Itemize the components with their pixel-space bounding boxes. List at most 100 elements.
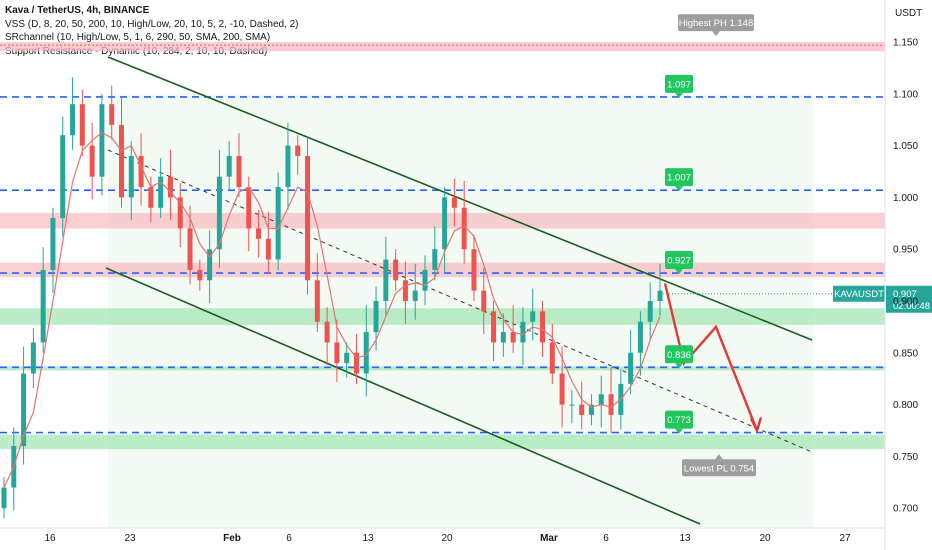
candle-body bbox=[451, 197, 457, 208]
moving-average-line bbox=[3, 131, 661, 488]
level-tag-pointer bbox=[675, 186, 683, 192]
candle-body bbox=[491, 311, 497, 343]
candle-body bbox=[588, 404, 594, 415]
candle-body bbox=[500, 332, 506, 343]
candle-body bbox=[265, 238, 271, 260]
support-zone bbox=[0, 308, 885, 325]
candle-body bbox=[148, 187, 154, 208]
price-tick-label: 1.100 bbox=[893, 89, 918, 100]
price-tick-label: 0.700 bbox=[893, 504, 918, 515]
candle-body bbox=[540, 311, 546, 343]
projection-arrowhead bbox=[749, 417, 763, 434]
candle-body bbox=[393, 259, 399, 281]
price-tick-label: 0.750 bbox=[893, 452, 918, 463]
symbol-tag-label: KAVAUSDT bbox=[834, 289, 884, 300]
support-zone bbox=[0, 434, 885, 450]
legend-indicator-vss[interactable]: VSS (D, 8, 20, 50, 200, 10, High/Low, 20… bbox=[5, 18, 299, 30]
candle-body bbox=[99, 104, 105, 177]
symbol-tag-box bbox=[833, 285, 885, 302]
candle-body bbox=[608, 394, 614, 415]
candle-body bbox=[246, 187, 252, 229]
highest-pivot-tag-pointer bbox=[712, 31, 720, 37]
level-tag-label: 1.097 bbox=[667, 79, 691, 90]
candle-body bbox=[40, 269, 46, 343]
level-tag-pointer bbox=[675, 92, 683, 98]
candle-body bbox=[324, 321, 330, 343]
time-tick-label: 20 bbox=[441, 533, 453, 544]
candle-body bbox=[207, 249, 213, 281]
lowest-pivot-tag-box bbox=[682, 459, 756, 477]
candle-body bbox=[236, 155, 242, 188]
candle-body bbox=[30, 342, 36, 374]
candle-body bbox=[21, 373, 27, 447]
candle-body bbox=[167, 176, 173, 198]
level-tag-box bbox=[665, 410, 693, 429]
candle-body bbox=[109, 104, 115, 125]
channel-layer bbox=[105, 56, 813, 525]
channel-lower-line bbox=[105, 267, 701, 525]
channel-upper-line bbox=[107, 56, 813, 341]
candle-body bbox=[314, 280, 320, 322]
candle-body bbox=[432, 249, 438, 270]
candle-body bbox=[461, 207, 467, 250]
candle-body bbox=[569, 404, 575, 406]
levels-layer bbox=[0, 44, 885, 434]
level-tag-label: 0.927 bbox=[667, 256, 691, 267]
lowest-pivot-tag-pointer bbox=[715, 454, 723, 460]
level-tag-label: 1.007 bbox=[667, 173, 691, 184]
candle-body bbox=[481, 290, 487, 312]
candle-body bbox=[216, 176, 222, 250]
candle-body bbox=[373, 301, 379, 333]
price-axis-currency: USDT bbox=[895, 8, 922, 19]
resistance-zone bbox=[0, 262, 885, 278]
price-tick-label: 1.000 bbox=[893, 193, 918, 204]
candle-body bbox=[353, 352, 359, 374]
highest-pivot-tag-box bbox=[678, 14, 754, 32]
candle-body bbox=[422, 269, 428, 291]
price-tick-label: 0.900 bbox=[893, 297, 918, 308]
legend-indicator-srchannel[interactable]: SRchannel (10, High/Low, 5, 1, 6, 290, 5… bbox=[5, 32, 271, 43]
candle-body bbox=[559, 373, 565, 405]
time-tick-label: 20 bbox=[759, 533, 771, 544]
support-zone bbox=[0, 366, 885, 371]
candle-body bbox=[50, 218, 56, 270]
candle-body bbox=[334, 342, 340, 364]
level-tag-box bbox=[665, 74, 693, 93]
level-tag-label: 0.773 bbox=[667, 415, 691, 426]
level-tag: 0.773 bbox=[665, 410, 693, 434]
candle-body bbox=[657, 290, 663, 301]
lowest-pivot-tag-label: Lowest PL 0.754 bbox=[684, 463, 754, 474]
time-tick-label: 13 bbox=[679, 533, 691, 544]
projection-layer bbox=[663, 283, 763, 434]
candle-body bbox=[628, 352, 634, 384]
level-tag: 1.007 bbox=[665, 168, 693, 192]
level-tag-box bbox=[665, 168, 693, 187]
candle-body bbox=[197, 269, 203, 281]
time-tick-label: Mar bbox=[540, 533, 558, 544]
time-tick-label: 6 bbox=[603, 533, 609, 544]
current-price-box bbox=[886, 285, 932, 313]
candle-body bbox=[402, 280, 408, 301]
time-tick-label: 27 bbox=[839, 533, 851, 544]
price-tick-label: 0.950 bbox=[893, 245, 918, 256]
candle-body bbox=[285, 145, 291, 188]
candle-body bbox=[118, 124, 124, 198]
candle-body bbox=[128, 155, 134, 198]
legend-title[interactable]: Kava / TetherUS, 4h, BINANCE bbox=[5, 5, 150, 16]
candle-body bbox=[579, 404, 585, 415]
countdown-label: 02:00:48 bbox=[893, 301, 930, 312]
candle-body bbox=[363, 332, 369, 374]
candle-body bbox=[177, 197, 183, 229]
candle-body bbox=[510, 332, 516, 343]
price-tick-label: 0.850 bbox=[893, 348, 918, 359]
zones-layer bbox=[0, 42, 885, 529]
candle-body bbox=[60, 135, 66, 219]
candle-body bbox=[412, 290, 418, 301]
candle-body bbox=[305, 155, 311, 281]
level-tag-pointer bbox=[675, 363, 683, 369]
highest-pivot-tag-label: Highest PH 1.148 bbox=[679, 18, 753, 29]
time-tick-label: 13 bbox=[362, 533, 374, 544]
candle-body bbox=[256, 228, 262, 239]
level-tag-pointer bbox=[675, 428, 683, 434]
